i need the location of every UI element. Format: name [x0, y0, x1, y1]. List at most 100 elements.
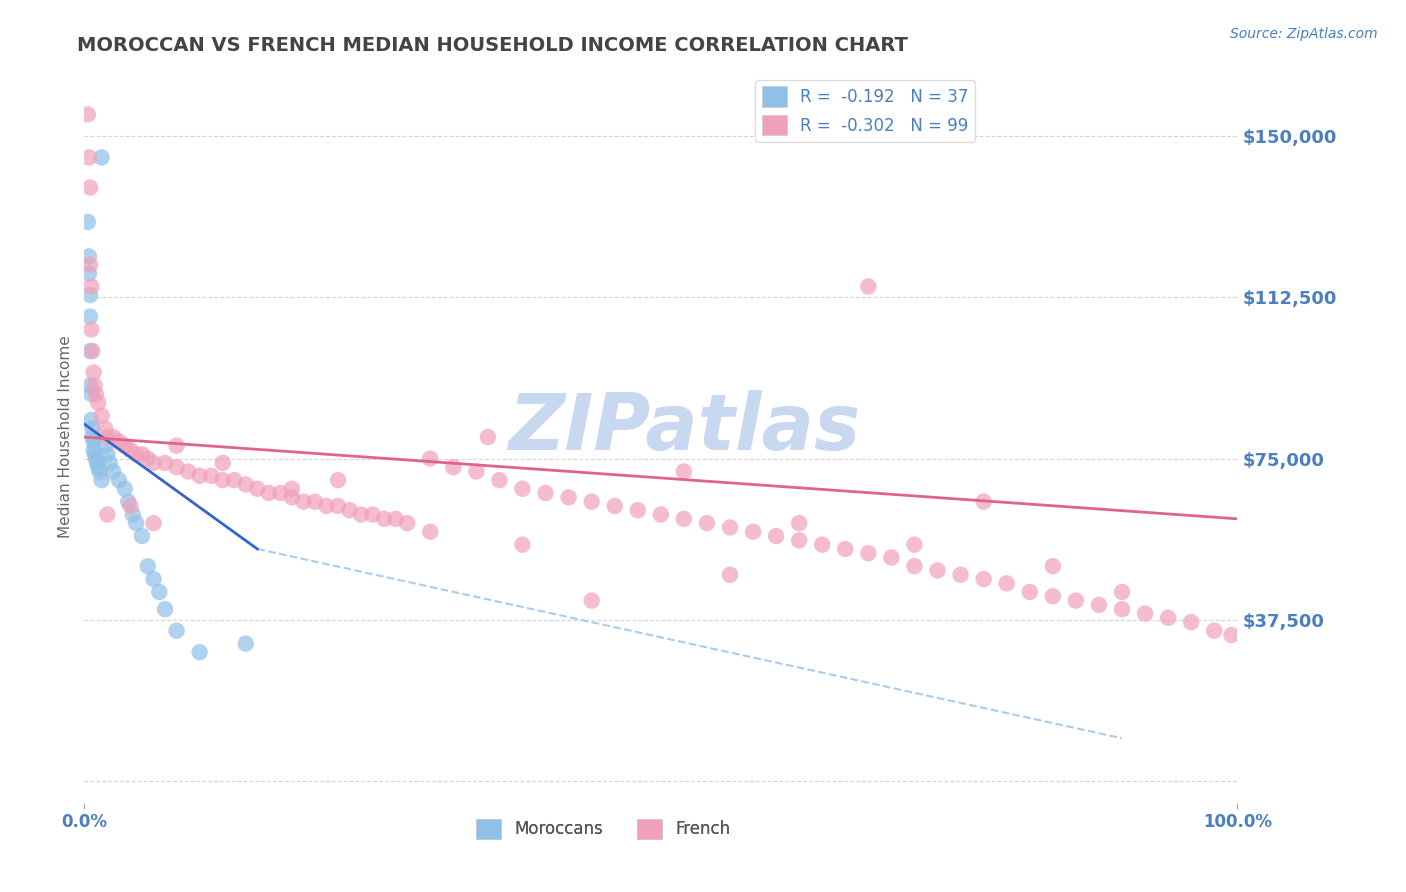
Point	[419, 524, 441, 539]
Point	[142, 456, 165, 470]
Point	[77, 249, 100, 263]
Point	[82, 430, 104, 444]
Point	[80, 413, 103, 427]
Point	[136, 559, 159, 574]
Point	[103, 465, 124, 479]
Point	[83, 447, 105, 461]
Point	[292, 494, 315, 508]
Point	[211, 473, 233, 487]
Point	[1111, 602, 1133, 616]
Point	[142, 516, 165, 530]
Point	[995, 576, 1018, 591]
Point	[880, 550, 903, 565]
Point	[166, 439, 188, 453]
Point	[188, 645, 211, 659]
Point	[131, 447, 153, 461]
Point	[1064, 593, 1087, 607]
Point	[672, 465, 695, 479]
Text: ZIPatlas: ZIPatlas	[508, 391, 860, 467]
Point	[94, 421, 117, 435]
Point	[1042, 589, 1064, 603]
Point	[84, 387, 107, 401]
Point	[114, 482, 136, 496]
Point	[108, 473, 131, 487]
Point	[650, 508, 672, 522]
Point	[166, 460, 188, 475]
Point	[79, 310, 101, 324]
Point	[903, 538, 925, 552]
Y-axis label: Median Household Income: Median Household Income	[58, 335, 73, 539]
Point	[281, 491, 304, 505]
Point	[696, 516, 718, 530]
Point	[949, 567, 972, 582]
Point	[581, 494, 603, 508]
Point	[79, 180, 101, 194]
Point	[281, 482, 304, 496]
Point	[1157, 611, 1180, 625]
Point	[79, 378, 101, 392]
Point	[90, 150, 112, 164]
Point	[125, 516, 148, 530]
Point	[1088, 598, 1111, 612]
Point	[973, 494, 995, 508]
Point	[83, 378, 105, 392]
Point	[200, 468, 222, 483]
Point	[121, 508, 143, 522]
Point	[211, 456, 233, 470]
Point	[858, 546, 880, 560]
Text: MOROCCAN VS FRENCH MEDIAN HOUSEHOLD INCOME CORRELATION CHART: MOROCCAN VS FRENCH MEDIAN HOUSEHOLD INCO…	[77, 36, 908, 54]
Point	[488, 473, 510, 487]
Point	[120, 499, 142, 513]
Point	[142, 572, 165, 586]
Point	[125, 447, 148, 461]
Point	[87, 395, 110, 409]
Point	[235, 637, 257, 651]
Point	[765, 529, 787, 543]
Point	[973, 572, 995, 586]
Point	[136, 451, 159, 466]
Point	[177, 465, 200, 479]
Point	[80, 279, 103, 293]
Point	[246, 482, 269, 496]
Point	[858, 279, 880, 293]
Point	[581, 593, 603, 607]
Point	[257, 486, 280, 500]
Point	[90, 473, 112, 487]
Point	[557, 491, 579, 505]
Point	[80, 387, 103, 401]
Point	[103, 430, 124, 444]
Point	[166, 624, 188, 638]
Point	[903, 559, 925, 574]
Point	[1018, 585, 1040, 599]
Point	[787, 516, 810, 530]
Point	[98, 456, 121, 470]
Point	[512, 538, 534, 552]
Point	[396, 516, 419, 530]
Point	[326, 499, 349, 513]
Point	[477, 430, 499, 444]
Point	[77, 267, 100, 281]
Point	[718, 567, 741, 582]
Point	[79, 258, 101, 272]
Point	[108, 434, 131, 449]
Point	[117, 494, 139, 508]
Point	[1180, 615, 1202, 629]
Point	[153, 456, 176, 470]
Point	[76, 215, 98, 229]
Point	[350, 508, 373, 522]
Point	[96, 508, 118, 522]
Point	[339, 503, 361, 517]
Point	[114, 439, 136, 453]
Point	[96, 447, 118, 461]
Point	[80, 322, 103, 336]
Point	[79, 288, 101, 302]
Point	[627, 503, 650, 517]
Point	[1204, 624, 1226, 638]
Point	[79, 344, 101, 359]
Point	[84, 451, 107, 466]
Point	[315, 499, 337, 513]
Point	[82, 421, 104, 435]
Point	[1111, 585, 1133, 599]
Point	[811, 538, 834, 552]
Point	[672, 512, 695, 526]
